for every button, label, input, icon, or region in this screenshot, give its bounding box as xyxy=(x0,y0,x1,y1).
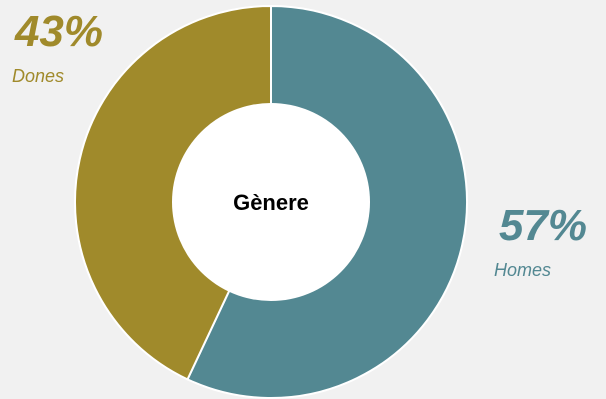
donut-center xyxy=(172,103,370,301)
chart-title: Gènere xyxy=(233,190,309,215)
slice-value-label-dones: 43% xyxy=(14,7,103,56)
slice-name-label-homes: Homes xyxy=(494,260,551,280)
slice-name-label-dones: Dones xyxy=(12,66,64,86)
slice-value-label-homes: 57% xyxy=(499,201,587,250)
